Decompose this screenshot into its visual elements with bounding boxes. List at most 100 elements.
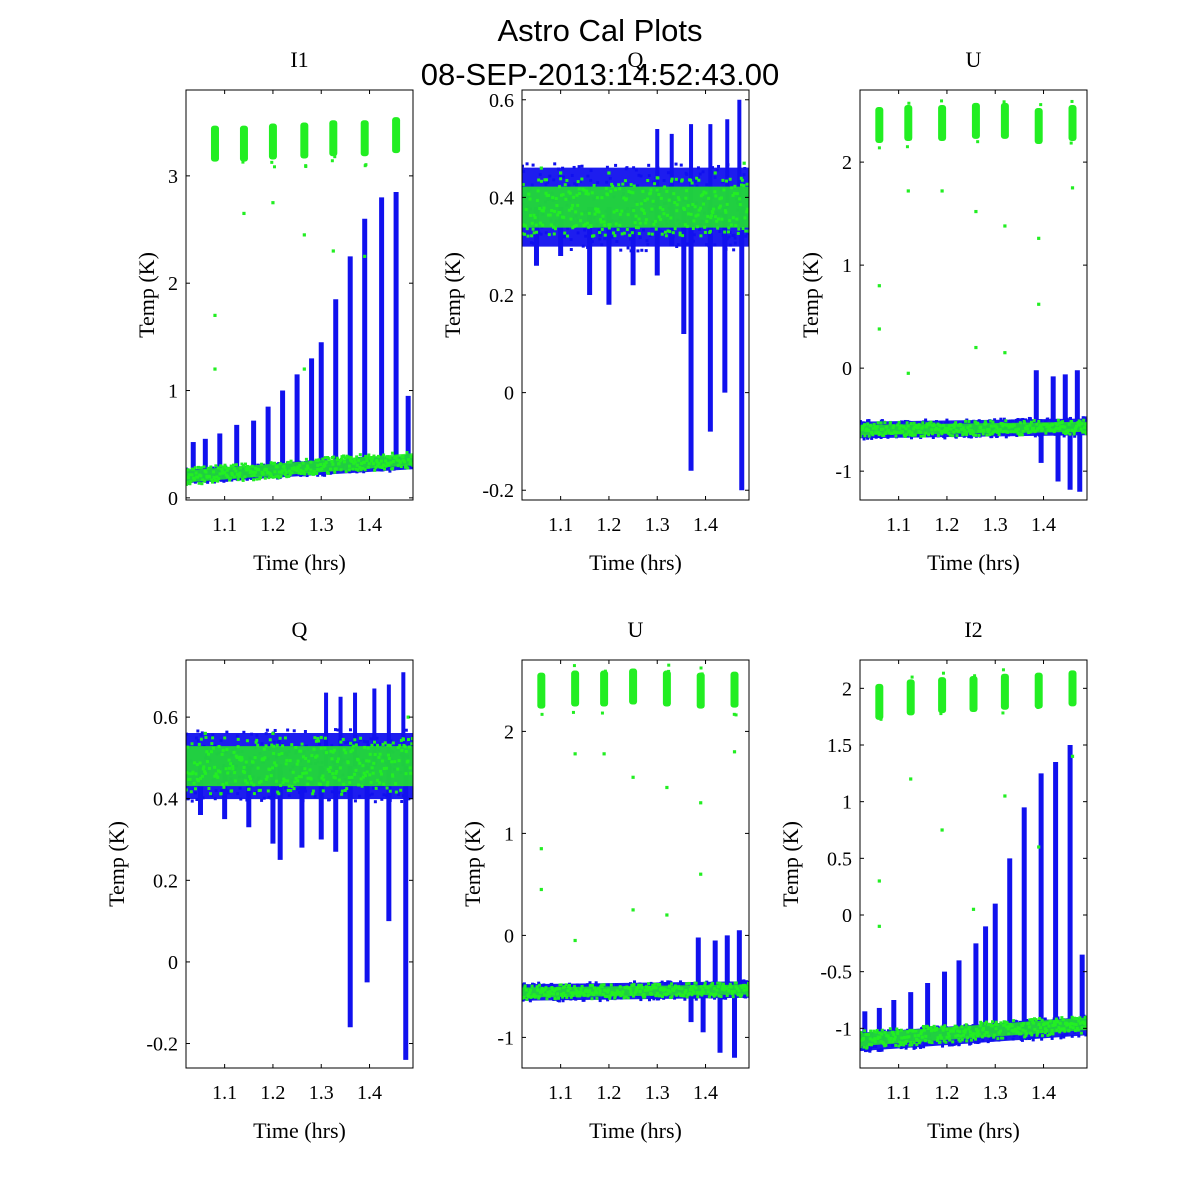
baseline-point <box>399 738 403 742</box>
baseline-point <box>287 474 291 478</box>
baseline-point <box>206 466 210 470</box>
subplot-1: 1.1 1.2 1.3 1.4 0 1 2 3 I1 Time (hrs) Temp (K) <box>134 47 414 575</box>
baseline-point <box>661 995 665 999</box>
baseline-point <box>671 231 675 235</box>
baseline-point <box>285 475 289 479</box>
cluster-point <box>972 105 976 109</box>
baseline-point <box>740 993 744 997</box>
baseline-band <box>186 746 413 787</box>
baseline-point <box>639 998 643 1002</box>
baseline-point <box>405 451 409 455</box>
baseline-point <box>862 1045 866 1049</box>
baseline-point <box>258 788 262 792</box>
baseline-point <box>1077 1034 1081 1038</box>
baseline-point <box>1030 1033 1034 1037</box>
baseline-point <box>547 233 551 237</box>
baseline-point <box>999 417 1003 421</box>
baseline-point <box>564 983 568 987</box>
outlier-point <box>665 913 669 917</box>
baseline-point <box>633 980 637 984</box>
baseline-band <box>186 453 413 483</box>
baseline-point <box>353 738 357 742</box>
baseline-point <box>1068 432 1072 436</box>
baseline-point <box>863 1029 867 1033</box>
baseline-point <box>263 476 267 480</box>
baseline-point <box>678 231 682 235</box>
baseline-point <box>1060 1016 1064 1020</box>
y-tick-label: 0 <box>842 905 852 927</box>
baseline-point <box>211 736 215 740</box>
baseline-point <box>922 1045 926 1049</box>
baseline-point <box>974 433 978 437</box>
cal-cluster <box>1034 108 1043 145</box>
baseline-point <box>899 1043 903 1047</box>
baseline-point <box>1062 1035 1066 1039</box>
baseline-point <box>279 474 283 478</box>
cluster-point <box>700 672 704 676</box>
baseline-point <box>955 434 959 438</box>
baseline-point <box>406 466 410 470</box>
cluster-point <box>572 664 576 668</box>
baseline-point <box>717 994 721 998</box>
baseline-point <box>678 233 682 237</box>
baseline-point <box>207 786 211 790</box>
baseline-point <box>375 743 379 747</box>
baseline-point <box>563 183 567 187</box>
baseline-point <box>1002 1020 1006 1024</box>
baseline-band <box>860 421 1087 435</box>
baseline-point <box>976 421 980 425</box>
baseline-point <box>255 477 259 481</box>
baseline-point <box>904 1046 908 1050</box>
baseline-point <box>708 229 712 233</box>
axes-frame <box>859 659 1088 1069</box>
baseline-point <box>942 1025 946 1029</box>
cluster-point <box>664 678 668 682</box>
baseline-point <box>206 480 210 484</box>
y-axis-label: Temp (K) <box>440 252 465 338</box>
subplot-3: 1.1 1.2 1.3 1.4 -1 0 1 2 U Time (hrs) Temp (K) <box>798 47 1088 575</box>
cluster-point <box>973 674 977 678</box>
y-tick-label: 1 <box>504 823 514 845</box>
baseline-point <box>603 233 607 237</box>
baseline-point <box>636 226 640 230</box>
baseline-point <box>286 460 290 464</box>
cal-cluster <box>904 104 913 141</box>
x-tick-label: 1.4 <box>693 1082 718 1104</box>
baseline-point <box>663 230 667 234</box>
y-axis-label: Temp (K) <box>134 252 159 338</box>
baseline-point <box>658 983 662 987</box>
baseline-point <box>270 743 274 747</box>
baseline-point <box>666 229 670 233</box>
baseline-point <box>741 227 745 231</box>
series-green <box>860 668 1087 1050</box>
baseline-point <box>275 743 279 747</box>
baseline-point <box>316 737 320 741</box>
baseline-band <box>522 186 749 228</box>
x-axis-label: Time (hrs) <box>253 550 346 575</box>
baseline-point <box>620 232 624 236</box>
outlier-point <box>974 345 978 350</box>
x-tick-label: 1.1 <box>212 1082 237 1104</box>
cluster-point <box>905 145 909 149</box>
cluster-point <box>907 101 911 105</box>
baseline-point <box>962 432 966 436</box>
baseline-point <box>680 178 684 182</box>
x-tick-label: 1.2 <box>596 1082 621 1104</box>
baseline-point <box>600 983 604 987</box>
baseline-point <box>523 984 527 988</box>
baseline-point <box>725 994 729 998</box>
x-tick-label: 1.3 <box>983 1082 1008 1104</box>
outlier-point <box>1037 236 1041 240</box>
baseline-point <box>367 453 371 457</box>
cluster-point <box>974 115 978 119</box>
baseline-point <box>1062 430 1066 434</box>
baseline-point <box>683 997 687 1001</box>
x-tick-label: 1.1 <box>548 514 573 536</box>
cluster-point <box>304 164 308 168</box>
baseline-point <box>728 177 732 181</box>
baseline-point <box>613 234 617 238</box>
cluster-point <box>1038 703 1042 707</box>
baseline-point <box>899 1028 903 1032</box>
cluster-point <box>630 688 634 692</box>
cluster-point <box>214 152 218 156</box>
